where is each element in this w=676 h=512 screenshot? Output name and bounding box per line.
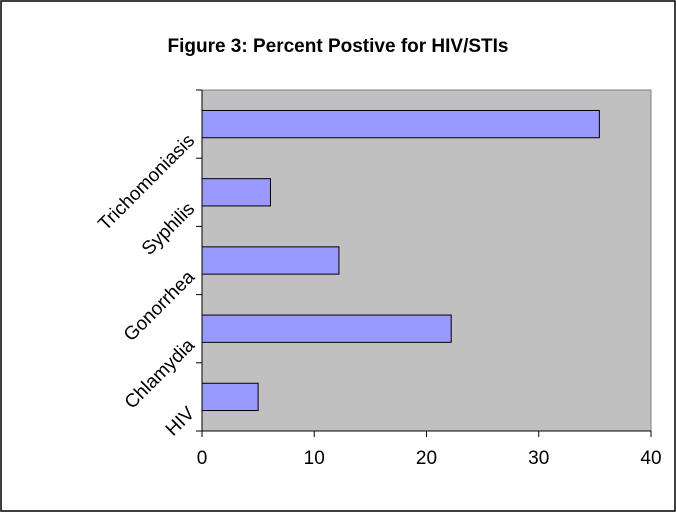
x-tick-label: 20	[416, 448, 437, 469]
x-tick-label: 0	[197, 448, 208, 469]
x-tick-label: 10	[304, 448, 325, 469]
x-tick-label: 30	[528, 448, 549, 469]
bar	[201, 109, 600, 139]
bar	[201, 178, 271, 207]
bar	[201, 246, 340, 275]
chart-title: Figure 3: Percent Postive for HIV/STIs	[167, 36, 508, 57]
bar	[201, 382, 259, 412]
bar	[201, 314, 452, 343]
x-tick-label: 40	[640, 448, 661, 469]
